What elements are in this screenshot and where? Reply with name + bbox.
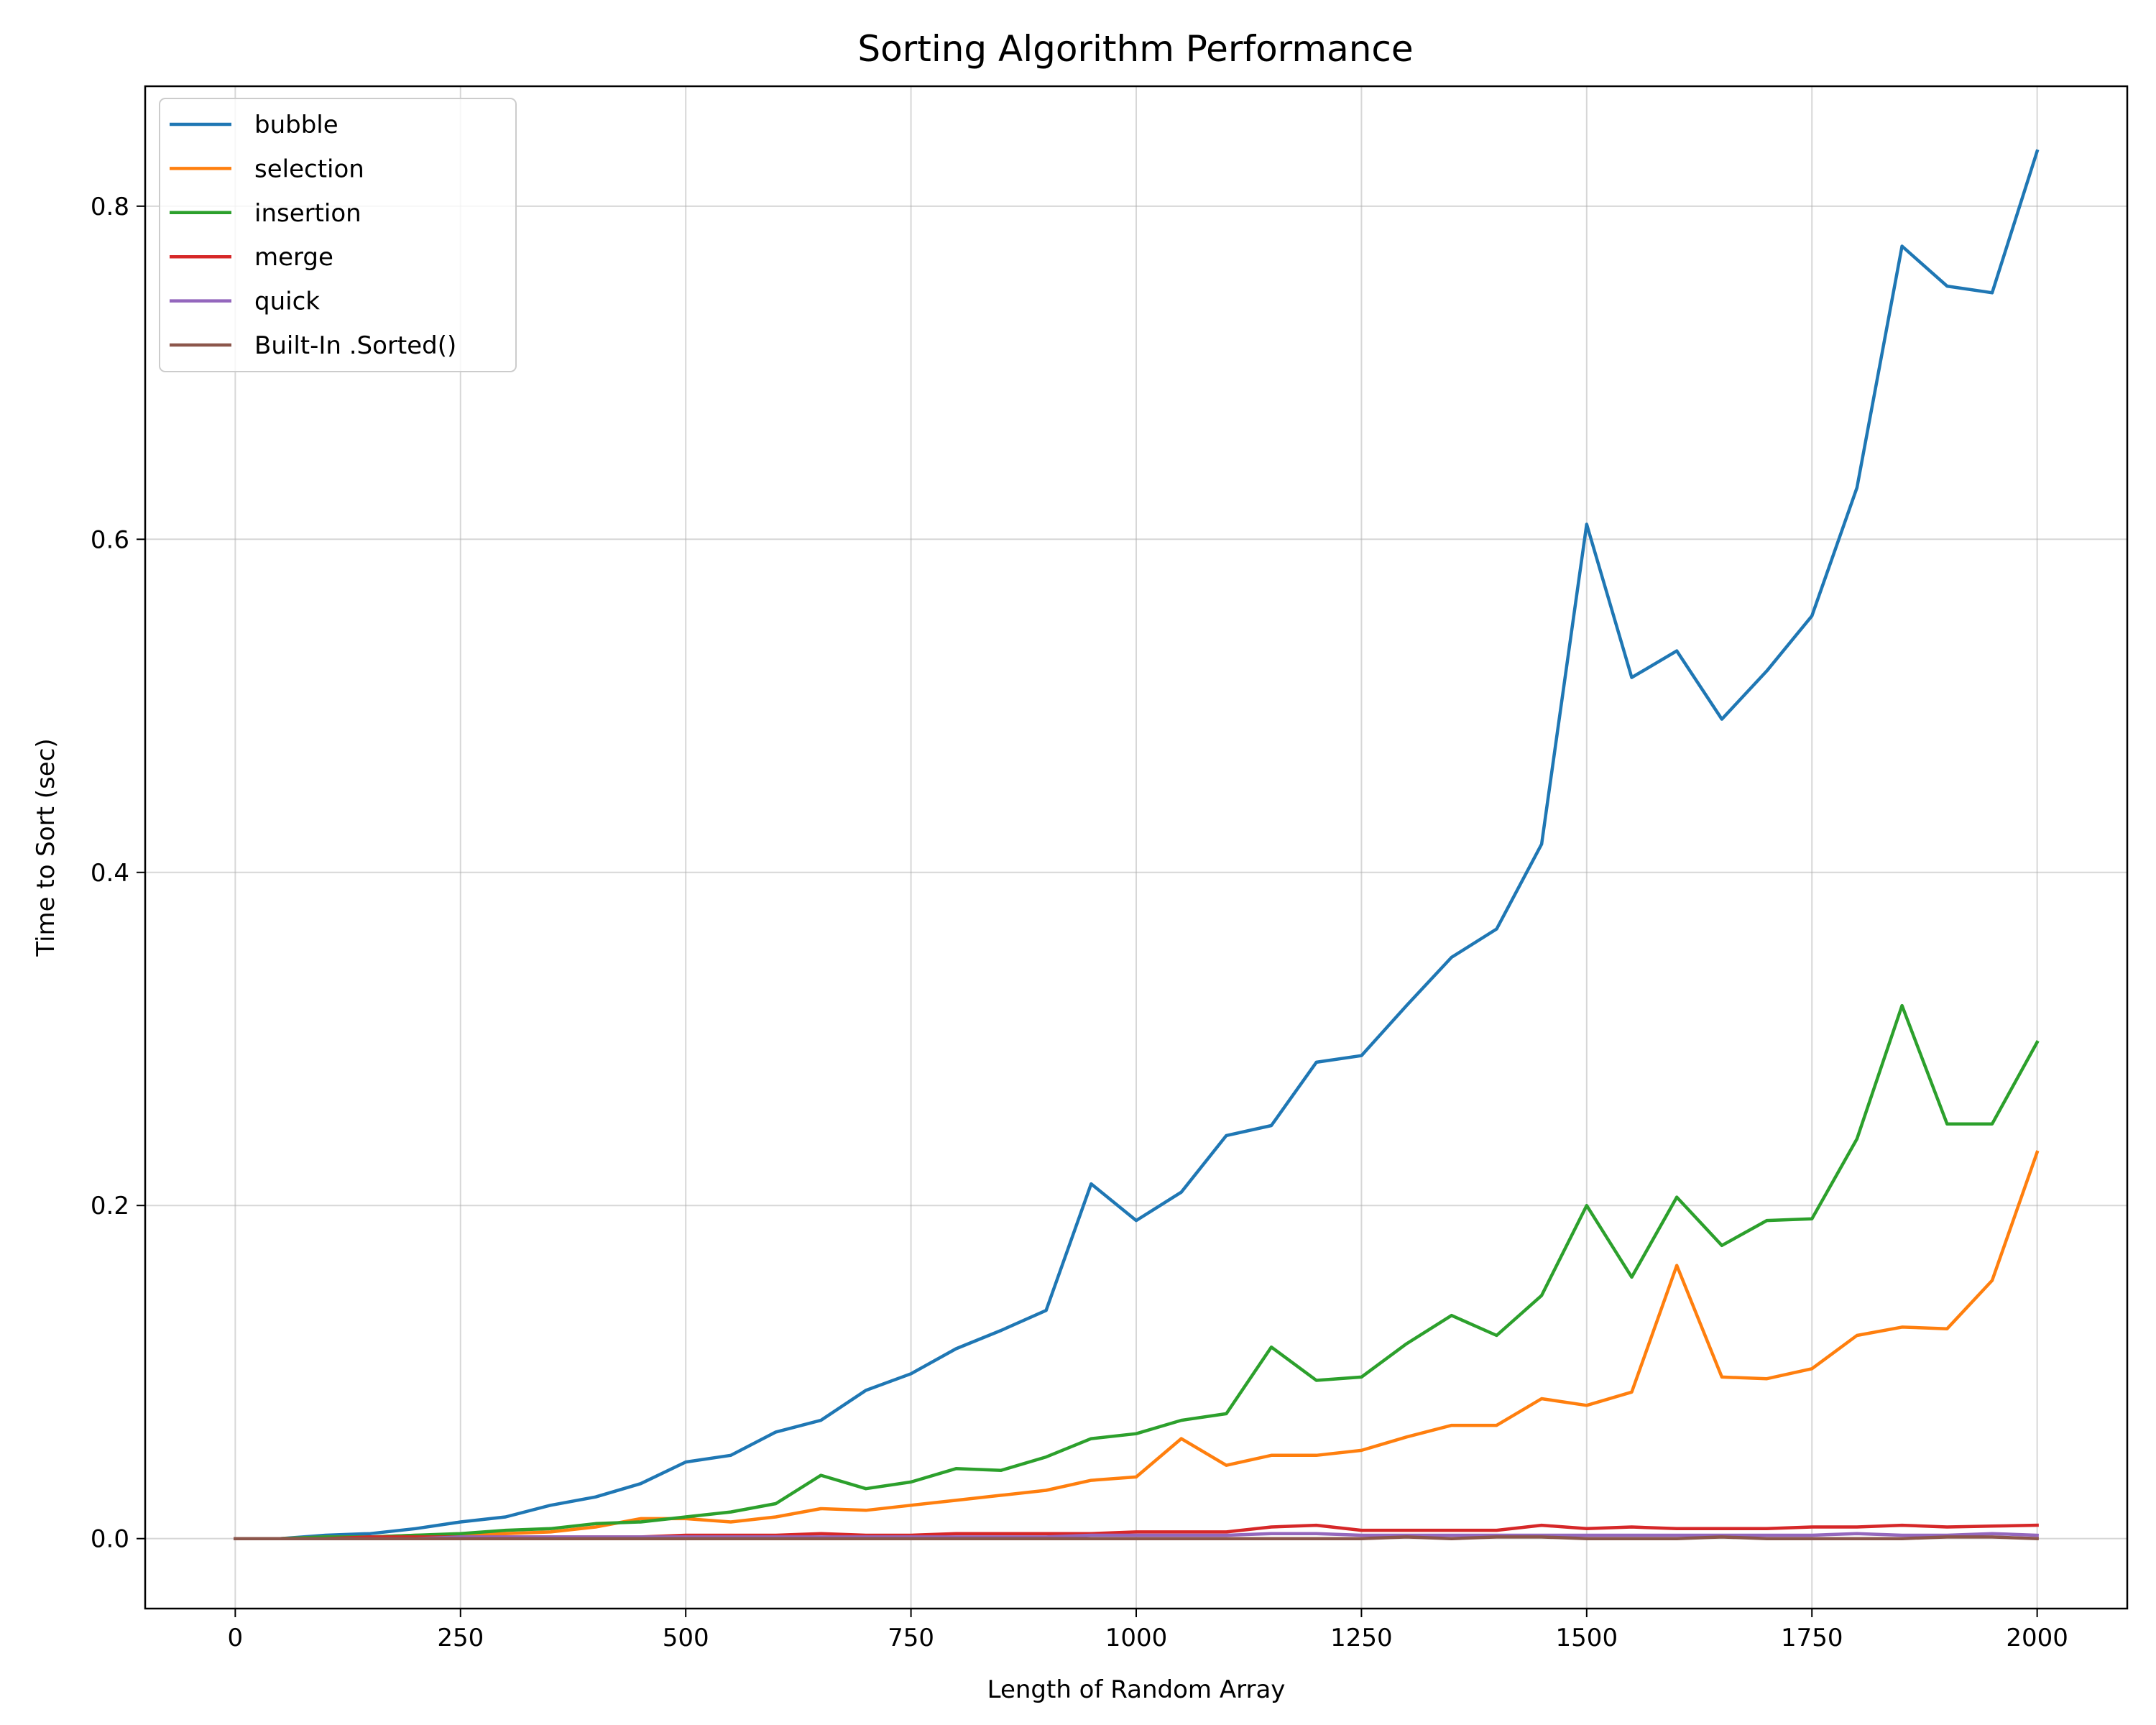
- series-line-built-in-sorted: [234, 1535, 2039, 1541]
- y-tick-label: 0.8: [91, 193, 129, 221]
- grid: [145, 86, 2127, 1609]
- legend-label: insertion: [254, 199, 361, 228]
- legend-label: quick: [254, 288, 320, 316]
- x-axis-title: Length of Random Array: [987, 1675, 1286, 1704]
- x-tick-label: 250: [437, 1624, 484, 1652]
- chart-title: Sorting Algorithm Performance: [857, 28, 1413, 70]
- legend-label: merge: [254, 243, 333, 272]
- y-tick-label: 0.0: [91, 1525, 129, 1554]
- series-line-quick: [234, 1532, 2039, 1540]
- x-tick-label: 1000: [1105, 1624, 1168, 1652]
- x-tick-label: 750: [888, 1624, 934, 1652]
- y-tick-label: 0.6: [91, 525, 129, 554]
- y-axis-title: Time to Sort (sec): [32, 738, 60, 957]
- legend-box: [159, 98, 517, 372]
- x-tick-label: 500: [663, 1624, 709, 1652]
- legend-label: selection: [254, 155, 364, 183]
- y-tick-label: 0.2: [91, 1192, 129, 1220]
- axis-ticks: 0 250 500 750 1000 1250 1500 1750 2000 0.0 0.2 0.4 0…: [91, 193, 2068, 1652]
- series-lines: [234, 149, 2040, 1541]
- series-line-bubble: [234, 149, 2040, 1540]
- x-tick-label: 0: [228, 1624, 244, 1652]
- series-line-selection: [234, 1150, 2040, 1540]
- y-tick-label: 0.4: [91, 859, 129, 888]
- legend-label: Built-In .Sorted(): [254, 331, 456, 360]
- x-tick-label: 1250: [1330, 1624, 1393, 1652]
- x-tick-label: 1500: [1556, 1624, 1618, 1652]
- x-tick-label: 2000: [2006, 1624, 2068, 1652]
- series-line-insertion: [234, 1003, 2040, 1540]
- legend: bubble selection insertion merge quick Built-…: [159, 98, 517, 372]
- x-tick-label: 1750: [1781, 1624, 1843, 1652]
- legend-label: bubble: [254, 111, 338, 139]
